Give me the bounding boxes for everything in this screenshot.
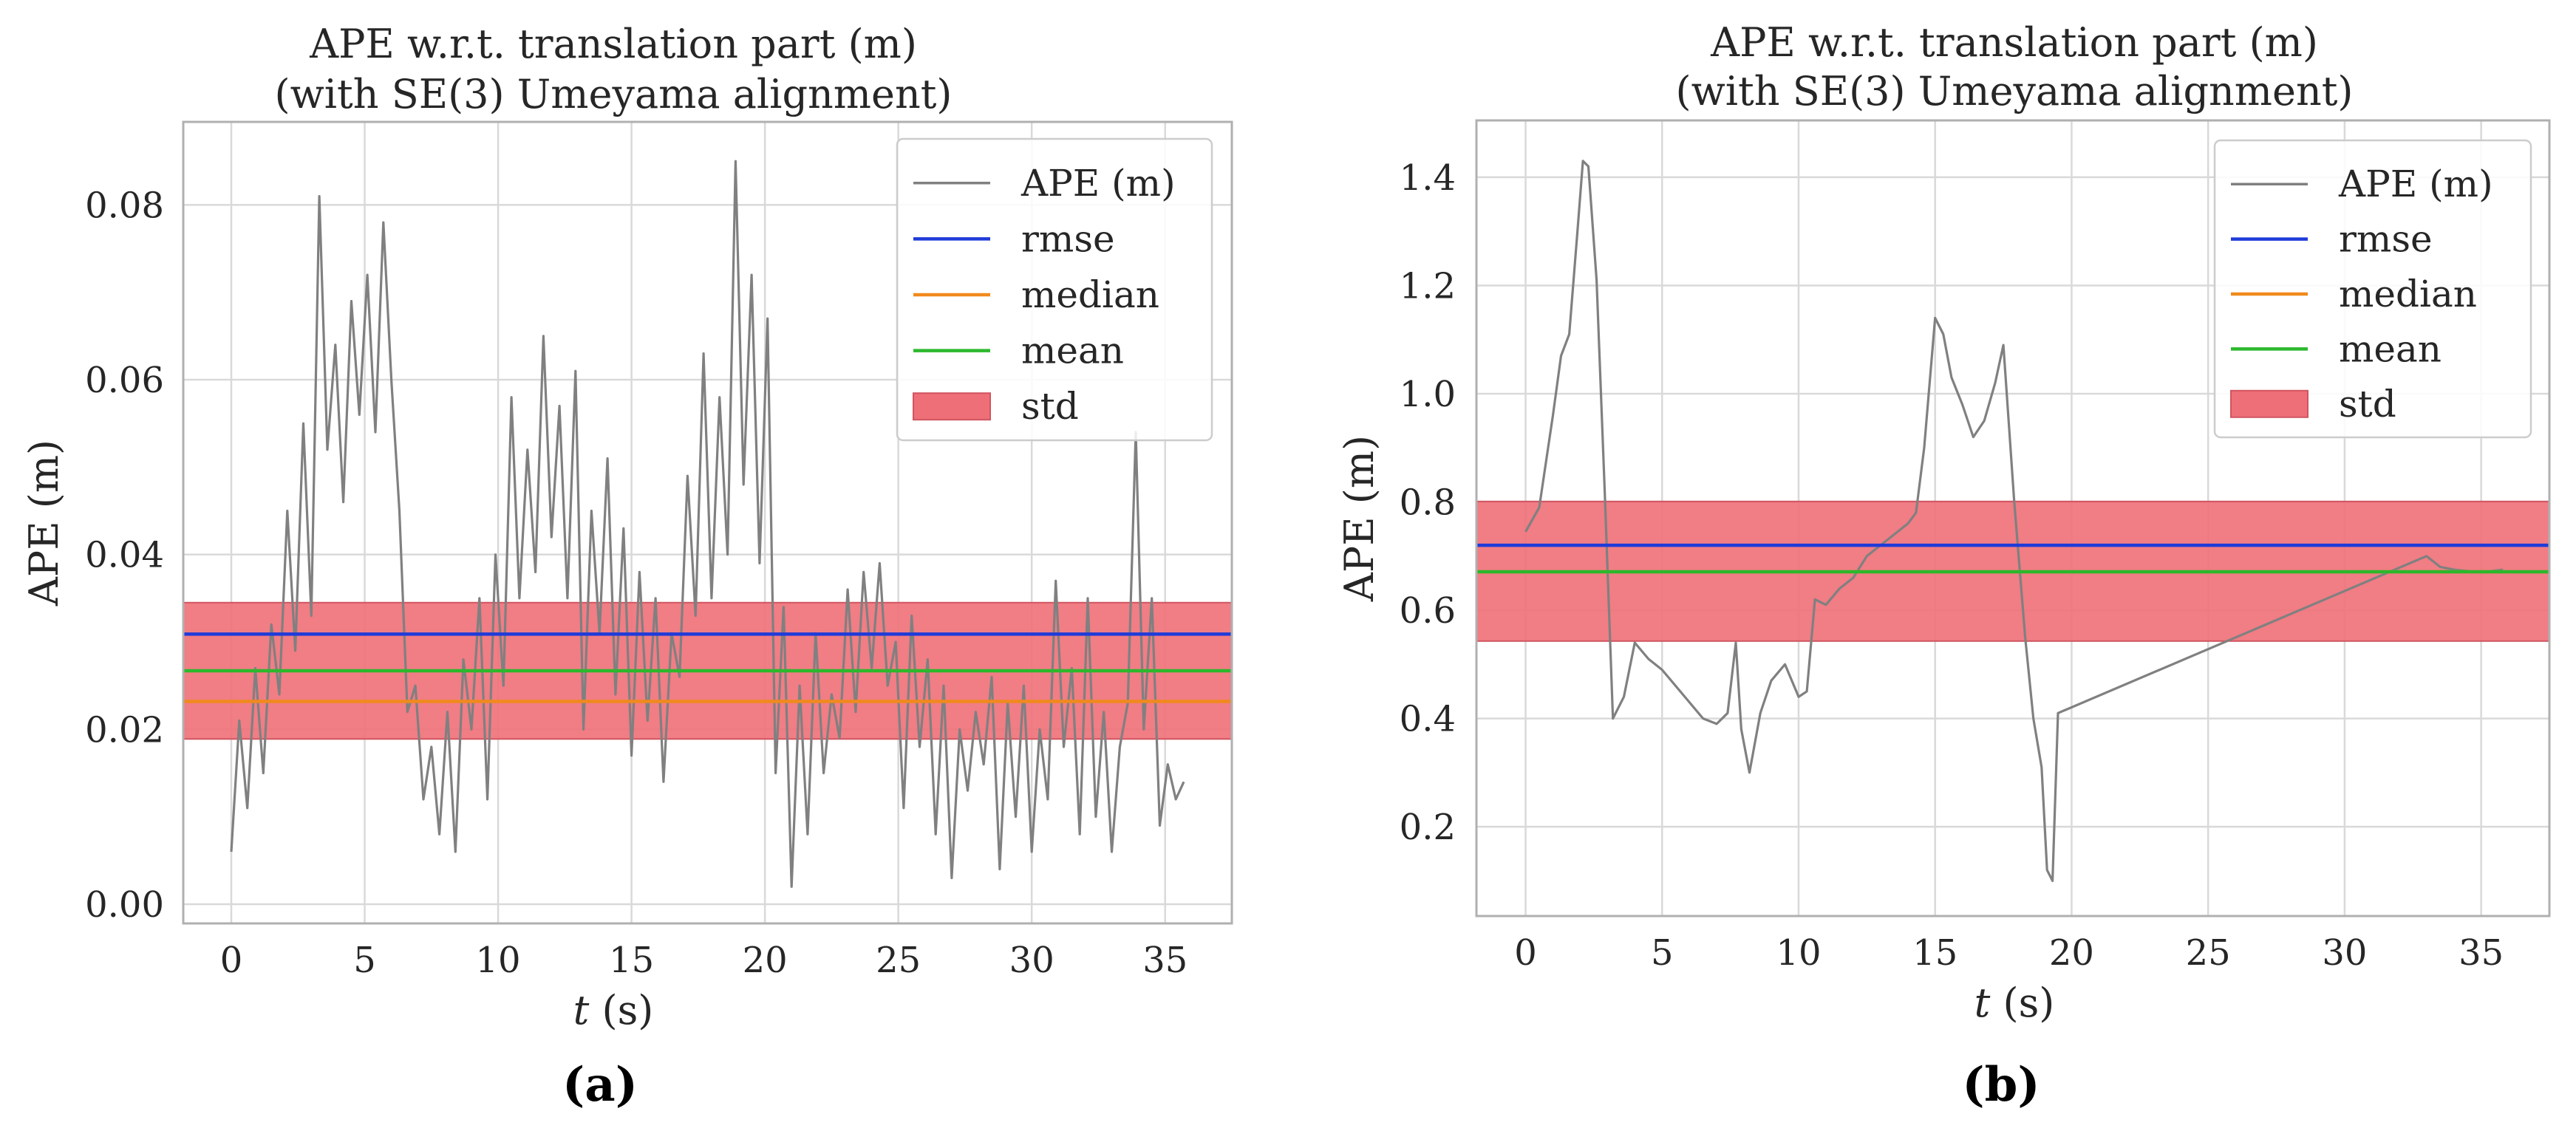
- x-tick-label: 5: [1651, 932, 1674, 974]
- y-axis-label: APE (m): [21, 440, 67, 606]
- legend-box: [2213, 139, 2532, 439]
- y-tick-label: 0.02: [85, 709, 164, 751]
- legend: APE (m) rmse median mean std: [2213, 139, 2532, 439]
- legend-swatch-std: [913, 392, 991, 421]
- chart-panel-a: 0 5 10 15 20 25 30 35 0.00 0.02 0.04 0.06 0.08 APE w.…: [21, 21, 1233, 1113]
- y-tick-label: 0.06: [85, 360, 164, 401]
- legend-label: rmse: [2339, 218, 2433, 261]
- x-tick-label: 25: [876, 940, 921, 981]
- legend-box: [896, 137, 1213, 442]
- legend-label: APE (m): [1020, 162, 1176, 205]
- x-tick-label: 25: [2186, 932, 2231, 974]
- chart-title-line: (with SE(3) Umeyama alignment): [1676, 68, 2354, 115]
- x-tick-label: 0: [220, 940, 243, 981]
- x-tick-label: 30: [2322, 932, 2367, 974]
- x-tick-label: 35: [1142, 940, 1188, 981]
- y-tick-label: 0.6: [1400, 590, 1456, 632]
- x-tick-label: 10: [1776, 932, 1821, 974]
- y-tick-label: 0.2: [1400, 807, 1456, 848]
- legend-swatch-std: [2230, 389, 2308, 418]
- legend: APE (m) rmse median mean std: [896, 137, 1213, 442]
- x-tick-label: 10: [476, 940, 521, 981]
- y-axis-label: APE (m): [1336, 435, 1383, 602]
- legend-label: mean: [2339, 327, 2442, 370]
- x-tick-label: 35: [2459, 932, 2504, 974]
- x-tick-label: 20: [2049, 932, 2094, 974]
- y-tick-label: 0.00: [85, 884, 164, 926]
- chart-title-line: APE w.r.t. translation part (m): [309, 21, 917, 67]
- x-axis-label: t (s): [1974, 980, 2055, 1026]
- plot-frame: [182, 120, 1233, 925]
- chart-title-line: APE w.r.t. translation part (m): [1710, 19, 2318, 66]
- chart-title-line: (with SE(3) Umeyama alignment): [275, 71, 953, 117]
- y-tick-label: 0.04: [85, 535, 164, 576]
- legend-label: std: [2339, 383, 2396, 426]
- legend-label: rmse: [1021, 217, 1115, 260]
- y-tick-label: 0.8: [1400, 482, 1456, 524]
- legend-label: std: [1021, 385, 1079, 428]
- x-tick-label: 15: [609, 940, 654, 981]
- legend-label: mean: [1021, 329, 1124, 372]
- x-axis-label: t (s): [573, 987, 654, 1033]
- legend-label: median: [1021, 273, 1159, 316]
- x-tick-label: 20: [743, 940, 788, 981]
- x-tick-label: 0: [1514, 932, 1537, 974]
- ape-series-line: [230, 160, 1185, 888]
- y-tick-label: 1.0: [1400, 374, 1456, 415]
- x-tick-label: 30: [1009, 940, 1054, 981]
- panel-label: (b): [1962, 1057, 2040, 1113]
- chart-panel-b: 0 5 10 15 20 25 30 35 0.2 0.4 0.6 0.8 1.0 1.2 1.4 APE w…: [1336, 19, 2551, 1113]
- y-tick-label: 1.4: [1400, 157, 1456, 199]
- plot-frame: [1475, 119, 2551, 918]
- y-tick-label: 0.08: [85, 185, 164, 226]
- x-tick-label: 15: [1912, 932, 1957, 974]
- y-tick-label: 1.2: [1400, 265, 1456, 307]
- legend-label: APE (m): [2338, 163, 2493, 205]
- x-tick-label: 5: [353, 940, 376, 981]
- ape-series-line: [1524, 160, 2504, 883]
- legend-label: median: [2339, 273, 2477, 315]
- panel-label: (a): [562, 1057, 638, 1113]
- y-tick-label: 0.4: [1400, 699, 1456, 740]
